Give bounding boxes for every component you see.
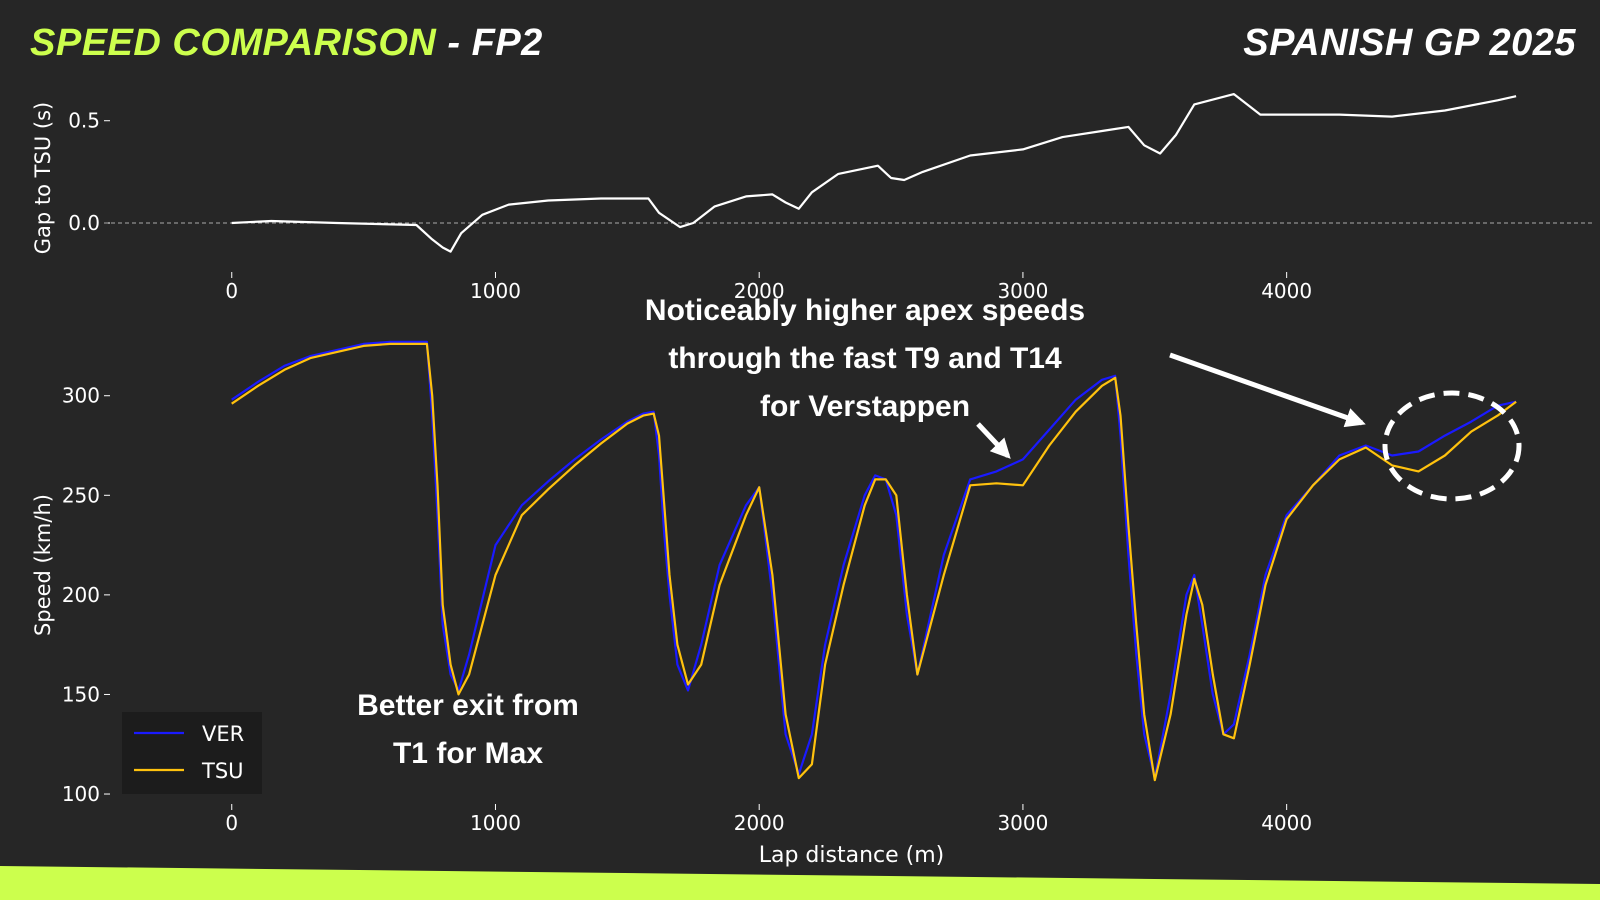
- speed-xtick-label: 0: [225, 811, 238, 835]
- gap-ylabel: Gap to TSU (s): [31, 102, 55, 254]
- title-highlight: SPEED COMPARISON: [30, 22, 437, 64]
- legend-label-ver: VER: [202, 722, 244, 746]
- speed-ytick-label: 150: [62, 682, 100, 706]
- legend-box: [122, 712, 262, 794]
- gap-xtick-label: 1000: [470, 279, 521, 303]
- annotation-apex-line: through the fast T9 and T14: [668, 342, 1062, 375]
- speed-ytick-label: 100: [62, 782, 100, 806]
- speed-xtick-label: 3000: [997, 811, 1048, 835]
- title-session: - FP2: [436, 22, 543, 64]
- speed-xtick-label: 4000: [1261, 811, 1312, 835]
- annotation-apex-line: Noticeably higher apex speeds: [645, 294, 1085, 327]
- speed-xtick-label: 2000: [734, 811, 785, 835]
- gap-xtick-label: 2000: [734, 279, 785, 303]
- chart-title: SPEED COMPARISON - FP2: [30, 22, 543, 65]
- speed-xtick-label: 1000: [470, 811, 521, 835]
- speed-series-tsu: [231, 342, 1517, 782]
- annotation-t1-exit: Better exit from T1 for Max: [357, 689, 579, 770]
- annotation-apex-speeds: Noticeably higher apex speeds through the…: [645, 294, 1085, 423]
- gap-xtick-label: 4000: [1261, 279, 1312, 303]
- arrow-t14: [1169, 352, 1366, 428]
- legend: VER TSU: [122, 712, 262, 794]
- gap-xtick-label: 0: [225, 279, 238, 303]
- event-title: SPANISH GP 2025: [1243, 22, 1576, 64]
- speed-xlabel: Lap distance (m): [759, 843, 945, 868]
- speed-ytick-label: 300: [62, 384, 100, 408]
- annotation-apex-line: for Verstappen: [760, 390, 970, 423]
- gap-ytick-label: 0.0: [68, 211, 100, 235]
- accent-band: [0, 866, 1600, 900]
- highlight-circle-t14: [1382, 390, 1522, 502]
- gap-series-line: [231, 92, 1517, 253]
- gap-xtick-label: 3000: [997, 279, 1048, 303]
- gap-ytick-label: 0.5: [68, 109, 100, 133]
- speed-ytick-label: 250: [62, 483, 100, 507]
- legend-label-tsu: TSU: [201, 759, 244, 783]
- speed-ytick-label: 200: [62, 583, 100, 607]
- arrow-t9: [976, 422, 1011, 459]
- annotation-t1-line: Better exit from: [357, 689, 579, 722]
- annotation-t1-line: T1 for Max: [393, 737, 543, 770]
- speed-ylabel: Speed (km/h): [31, 494, 55, 636]
